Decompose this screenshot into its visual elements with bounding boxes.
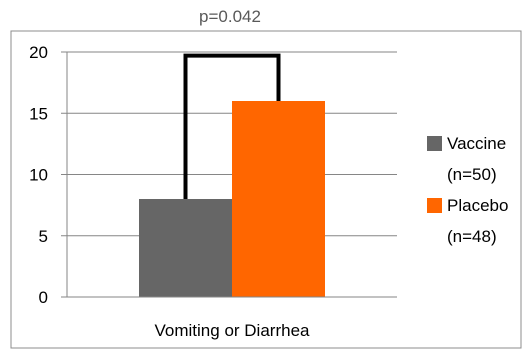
legend-swatch-vaccine <box>427 136 442 151</box>
y-tick-label: 5 <box>39 227 48 246</box>
bar-vaccine <box>139 199 232 297</box>
y-tick-label: 10 <box>29 166 48 185</box>
legend: Vaccine (n=50) Placebo (n=48) <box>427 134 508 246</box>
legend-swatch-placebo <box>427 198 442 213</box>
y-tick-label: 20 <box>29 43 48 62</box>
significance-bracket <box>183 53 281 199</box>
legend-label: Placebo <box>447 196 508 215</box>
bar-placebo <box>232 101 325 297</box>
chart-frame <box>10 30 522 349</box>
legend-label: (n=50) <box>447 165 497 184</box>
legend-label: (n=48) <box>447 227 497 246</box>
x-category-label: Vomiting or Diarrhea <box>155 321 311 340</box>
y-axis-ticks: 0 5 10 15 20 <box>29 43 48 307</box>
legend-label: Vaccine <box>447 134 506 153</box>
y-tick-label: 0 <box>39 288 48 307</box>
bars <box>139 101 325 297</box>
p-value-annotation: p=0.042 <box>199 7 261 26</box>
y-tick-label: 15 <box>29 104 48 123</box>
